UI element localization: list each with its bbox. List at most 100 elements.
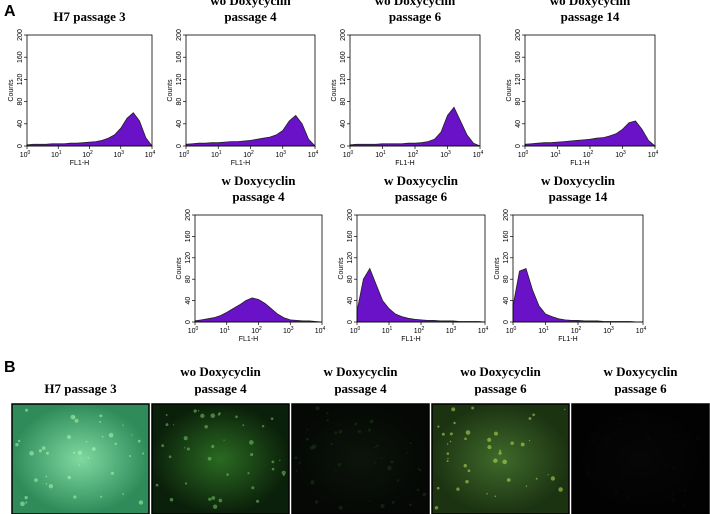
x-tick-label: 102 bbox=[243, 150, 254, 159]
x-axis-label: FL1-H bbox=[231, 160, 250, 167]
cell-spot bbox=[625, 495, 630, 500]
cell-spot bbox=[528, 439, 531, 442]
x-tick-exp: 3 bbox=[623, 150, 626, 156]
cell-spot bbox=[34, 478, 38, 482]
cell-spot bbox=[666, 507, 668, 509]
cell-spot bbox=[73, 451, 76, 454]
cell-spot bbox=[487, 437, 492, 442]
cell-spot bbox=[535, 477, 538, 480]
x-tick-exp: 1 bbox=[390, 326, 393, 332]
x-tick-label: 104 bbox=[636, 326, 647, 335]
cell-spot bbox=[99, 414, 103, 418]
cell-spot bbox=[487, 445, 492, 450]
x-tick-base: 10 bbox=[179, 152, 187, 159]
cell-spot bbox=[506, 478, 511, 482]
y-tick-label: 40 bbox=[347, 297, 354, 305]
cell-spot bbox=[45, 482, 48, 485]
x-tick-exp: 4 bbox=[644, 326, 647, 332]
cell-spot bbox=[186, 447, 190, 451]
hist-title: passage 4 bbox=[224, 9, 277, 24]
x-tick-base: 10 bbox=[283, 328, 291, 335]
cell-spot bbox=[597, 414, 600, 417]
cell-spot bbox=[597, 475, 600, 478]
cell-spot bbox=[311, 444, 317, 449]
y-tick-label: 40 bbox=[185, 297, 192, 305]
cell-spot bbox=[197, 410, 200, 412]
x-tick-base: 10 bbox=[82, 152, 90, 159]
cell-spot bbox=[409, 503, 412, 506]
y-tick-label: 40 bbox=[515, 120, 522, 128]
cell-spot bbox=[326, 411, 329, 415]
x-tick-label: 104 bbox=[648, 150, 659, 159]
cell-spot bbox=[525, 485, 528, 487]
cell-spot bbox=[211, 496, 216, 500]
x-tick-exp: 3 bbox=[283, 150, 286, 156]
x-tick-label: 103 bbox=[615, 150, 626, 159]
cell-spot bbox=[587, 466, 590, 470]
cell-spot bbox=[528, 417, 532, 420]
x-tick-exp: 0 bbox=[28, 150, 31, 156]
cell-spot bbox=[671, 498, 675, 503]
x-tick-label: 104 bbox=[473, 150, 484, 159]
cell-spot bbox=[330, 442, 333, 446]
y-tick-label: 200 bbox=[176, 29, 183, 41]
x-tick-exp: 4 bbox=[656, 150, 659, 156]
cell-spot bbox=[67, 475, 71, 480]
cell-spot bbox=[416, 488, 420, 492]
x-tick-exp: 2 bbox=[591, 150, 594, 156]
hist-title: passage 4 bbox=[232, 189, 285, 204]
cell-spot bbox=[661, 479, 663, 481]
y-tick-label: 0 bbox=[17, 144, 24, 148]
cell-spot bbox=[295, 470, 298, 472]
cell-spot bbox=[211, 444, 215, 449]
x-tick-base: 10 bbox=[408, 152, 416, 159]
cell-spot bbox=[499, 449, 502, 452]
y-tick-label: 0 bbox=[340, 144, 347, 148]
x-tick-exp: 0 bbox=[187, 150, 190, 156]
cell-spot bbox=[696, 436, 701, 442]
cell-spot bbox=[367, 428, 372, 432]
cell-spot bbox=[376, 444, 379, 447]
x-tick-exp: 4 bbox=[481, 150, 484, 156]
x-tick-label: 100 bbox=[188, 326, 199, 335]
x-tick-exp: 0 bbox=[196, 326, 199, 332]
x-tick-base: 10 bbox=[473, 152, 481, 159]
x-tick-label: 103 bbox=[113, 150, 124, 159]
x-tick-base: 10 bbox=[648, 152, 656, 159]
cell-spot bbox=[605, 437, 611, 443]
cell-spot bbox=[306, 428, 308, 431]
x-axis-label: FL1-H bbox=[558, 336, 577, 343]
cell-spot bbox=[281, 470, 286, 475]
image-title: H7 passage 3 bbox=[44, 381, 117, 396]
cell-spot bbox=[130, 434, 133, 436]
cell-spot bbox=[620, 473, 624, 477]
hist-title: w Doxycyclin bbox=[541, 173, 616, 188]
cell-spot bbox=[250, 452, 254, 457]
cell-spot bbox=[261, 424, 265, 428]
x-tick-base: 10 bbox=[550, 152, 558, 159]
cell-spot bbox=[99, 420, 102, 423]
cell-spot bbox=[510, 441, 514, 445]
x-tick-base: 10 bbox=[343, 152, 351, 159]
cell-spot bbox=[437, 425, 440, 428]
y-tick-label: 200 bbox=[347, 209, 354, 221]
x-tick-label: 104 bbox=[145, 150, 156, 159]
cell-spot bbox=[441, 432, 445, 436]
x-tick-base: 10 bbox=[583, 152, 591, 159]
cell-spot bbox=[422, 492, 427, 497]
y-tick-label: 120 bbox=[347, 252, 354, 264]
cell-spot bbox=[142, 452, 145, 455]
image-title: w Doxycyclin bbox=[323, 364, 398, 379]
x-tick-exp: 1 bbox=[546, 326, 549, 332]
cell-spot bbox=[235, 415, 238, 419]
cell-spot bbox=[692, 461, 695, 464]
cell-spot bbox=[169, 497, 174, 502]
x-tick-label: 100 bbox=[179, 150, 190, 159]
x-tick-label: 101 bbox=[51, 150, 62, 159]
x-tick-label: 102 bbox=[251, 326, 262, 335]
panel-label: B bbox=[4, 359, 16, 376]
x-tick-label: 104 bbox=[315, 326, 326, 335]
x-tick-base: 10 bbox=[251, 328, 259, 335]
cell-spot bbox=[255, 499, 260, 503]
cell-spot bbox=[100, 495, 103, 498]
